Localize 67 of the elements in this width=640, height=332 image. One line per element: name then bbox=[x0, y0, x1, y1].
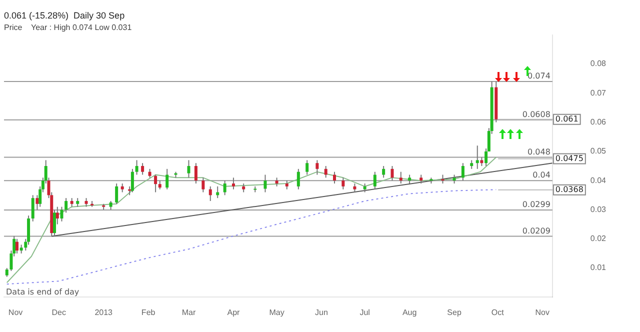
candlestick bbox=[141, 162, 144, 176]
annotation: Data is end of day bbox=[6, 287, 80, 296]
candlestick bbox=[216, 186, 220, 199]
ref-line-label: 0.0299 bbox=[522, 200, 550, 210]
candlestick bbox=[324, 166, 328, 178]
candlestick bbox=[296, 168, 300, 190]
x-tick-label: Aug bbox=[402, 308, 417, 318]
y-tick-label: 0.02 bbox=[590, 234, 607, 244]
candlestick bbox=[53, 209, 56, 236]
candlestick bbox=[333, 171, 336, 184]
chart-subtitle: Price Year : High 0.074 Low 0.031 bbox=[4, 23, 132, 32]
candlestick bbox=[382, 166, 386, 178]
candlestick bbox=[36, 194, 39, 210]
x-tick-label: Dec bbox=[52, 308, 66, 318]
ref-line-label: 0.0209 bbox=[522, 226, 550, 236]
x-tick-label: Jul bbox=[360, 308, 370, 318]
candlestick bbox=[306, 160, 309, 176]
x-tick-label: 2013 bbox=[94, 308, 114, 318]
ref-line-label: 0.074 bbox=[528, 72, 550, 81]
candlestick bbox=[31, 194, 34, 222]
candlestick bbox=[56, 206, 59, 225]
y-tick-label: 0.01 bbox=[590, 263, 607, 272]
candlestick bbox=[115, 182, 118, 204]
annotation: 0.0368 bbox=[555, 184, 584, 194]
candlestick bbox=[208, 186, 212, 202]
candlestick bbox=[64, 198, 68, 214]
y-tick-label: 0.07 bbox=[590, 88, 607, 98]
ref-line-label: 0.048 bbox=[528, 147, 550, 156]
ref-line-label: 0.0608 bbox=[522, 110, 550, 120]
x-tick-label: May bbox=[269, 308, 284, 318]
annotation: 0.061 bbox=[555, 114, 578, 124]
candlestick bbox=[373, 171, 376, 190]
candlestick bbox=[166, 168, 169, 190]
candlestick bbox=[223, 180, 226, 196]
x-tick-label: Nov bbox=[8, 308, 23, 318]
annotation: 0.0475 bbox=[555, 154, 584, 163]
candlestick bbox=[461, 162, 464, 182]
x-tick-label: Feb bbox=[141, 308, 156, 318]
candlestick bbox=[264, 174, 267, 193]
candlestick bbox=[135, 160, 138, 176]
y-tick-label: 0.03 bbox=[590, 204, 607, 214]
candlestick bbox=[130, 168, 134, 193]
x-tick-label: Apr bbox=[227, 308, 240, 318]
y-tick-label: 0.04 bbox=[590, 176, 607, 185]
candlestick bbox=[202, 177, 205, 193]
y-tick-label: 0.05 bbox=[590, 146, 607, 156]
candlestick bbox=[316, 160, 319, 176]
candlestick bbox=[399, 171, 402, 184]
candlestick bbox=[342, 177, 345, 190]
candlestick bbox=[476, 145, 479, 170]
candlestick bbox=[194, 162, 198, 184]
candlestick bbox=[232, 177, 235, 190]
candlestick bbox=[390, 166, 394, 182]
candlestick bbox=[60, 206, 64, 222]
ref-line-label: 0.04 bbox=[532, 170, 550, 180]
y-tick-label: 0.08 bbox=[590, 59, 607, 68]
line-series bbox=[6, 189, 497, 285]
y-tick-label: 0.06 bbox=[590, 117, 607, 126]
x-tick-label: Mar bbox=[182, 308, 196, 318]
candlestick bbox=[15, 238, 18, 254]
chart-title: 0.061 (-15.28%) Daily 30 Sep bbox=[4, 10, 125, 20]
candlestick bbox=[187, 160, 190, 178]
x-tick-label: Jun bbox=[315, 308, 328, 318]
x-tick-label: Nov bbox=[535, 308, 550, 318]
x-tick-label: Sep bbox=[447, 308, 462, 318]
candlestick bbox=[154, 174, 158, 193]
x-tick-label: Oct bbox=[491, 308, 505, 318]
